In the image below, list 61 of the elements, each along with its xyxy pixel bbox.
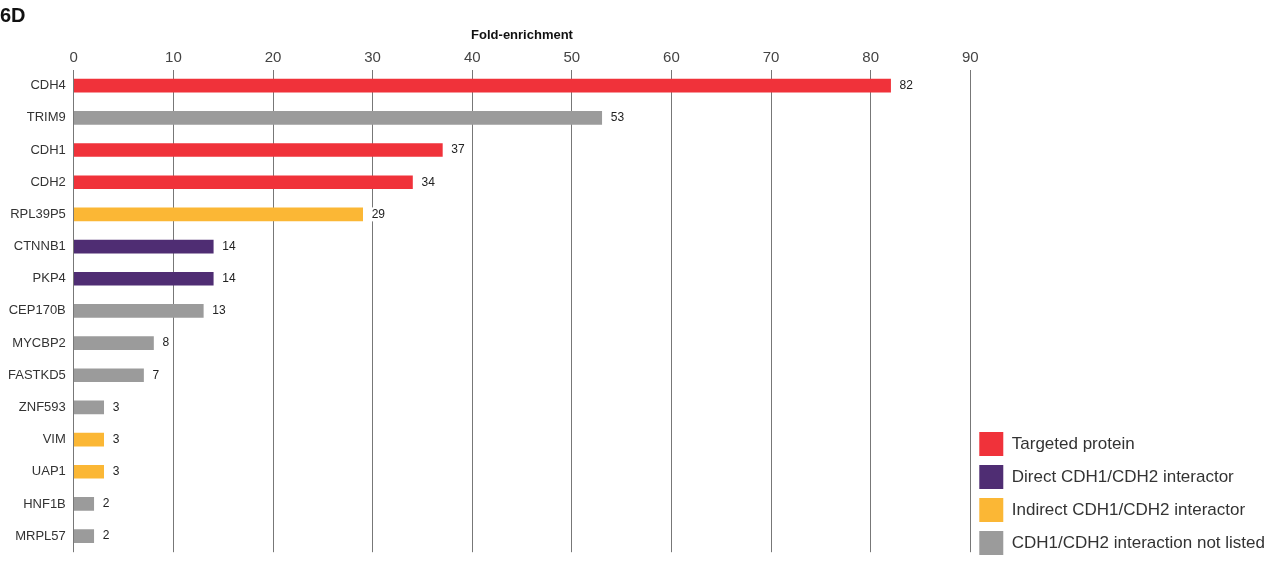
data-label: 14 [222,238,236,253]
y-tick-label: CEP170B [8,302,66,318]
bar [73,336,154,350]
bar [73,464,105,479]
x-tick-label: 50 [563,47,581,65]
x-axis-title: Fold-enrichment [471,27,574,43]
y-tick-label: CTNNB1 [13,238,66,254]
y-tick-label: UAP1 [31,463,66,479]
y-tick-label: CDH2 [30,173,66,189]
y-tick-label: RPL39P5 [10,205,66,221]
legend-label: Direct CDH1/CDH2 interactor [1011,466,1235,486]
bar [73,368,144,383]
bar [73,239,214,254]
data-label: 53 [610,110,625,125]
y-tick-label: ZNF593 [18,399,66,414]
data-label: 2 [102,496,110,511]
x-tick-label: 60 [663,47,680,65]
bar [73,432,105,447]
data-label: 2 [102,528,110,543]
bar [73,78,891,93]
data-label: 34 [421,174,436,189]
data-label: 8 [162,335,170,350]
x-tick-label: 70 [762,47,780,65]
bar [73,111,603,125]
data-label: 82 [899,78,914,92]
data-label: 14 [222,271,236,286]
data-label: 37 [451,142,466,157]
data-label: 7 [152,367,160,382]
data-label: 29 [371,206,386,221]
x-tick-label: 40 [463,47,481,65]
data-label: 3 [112,399,120,414]
data-label: 3 [112,464,120,479]
y-tick-label: TRIM9 [26,109,66,125]
y-tick-label: MRPL57 [15,527,66,543]
y-tick-label: MYCBP2 [12,334,66,350]
y-tick-label: CDH1 [30,141,66,157]
bar [73,304,204,318]
legend-label: Targeted protein [1011,433,1135,453]
x-tick-label: 10 [165,47,182,65]
x-tick-label: 30 [364,47,381,65]
y-tick-label: CDH4 [30,77,66,93]
bar [73,143,443,157]
y-tick-label: VIM [42,431,66,447]
x-tick-label: 80 [862,47,880,65]
chart-title: 6D [0,3,26,26]
legend-label: Indirect CDH1/CDH2 interactor [1011,499,1246,519]
bar [73,529,95,543]
bar [73,497,95,511]
data-label: 3 [112,431,120,446]
legend-label: CDH1/CDH2 interaction not listed [1011,532,1265,552]
bar [73,400,105,415]
y-tick-label: FASTKD5 [8,366,66,382]
bar [73,207,363,222]
y-tick-label: PKP4 [32,270,66,286]
y-tick-label: HNF1B [23,495,66,511]
x-tick-label: 20 [264,47,282,65]
bar [73,271,214,286]
data-label: 13 [212,303,226,318]
x-tick-label: 90 [961,47,979,65]
x-tick-label: 0 [69,47,78,65]
bar [73,175,413,190]
